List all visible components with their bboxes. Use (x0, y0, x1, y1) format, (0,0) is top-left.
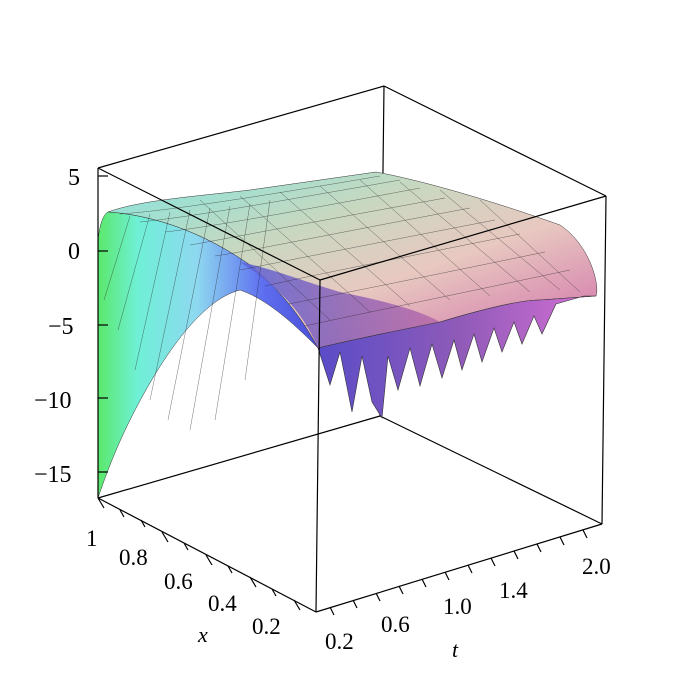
x-axis-ticks (97, 497, 301, 611)
t-tick-label-4: 2.0 (582, 554, 611, 579)
t-tick-label-3: 1.4 (499, 578, 528, 603)
plot-box-front (97, 167, 607, 613)
surface-mesh (103, 175, 581, 431)
t-tick-label-2: 1.0 (443, 594, 472, 619)
z-tick-label-0: 5 (68, 165, 80, 191)
t-axis-ticks (329, 529, 588, 616)
t-axis-label: t (452, 637, 459, 662)
x-tick-label-0: 1 (86, 526, 98, 551)
x-tick-label-2: 0.6 (164, 569, 193, 594)
surface-spiky-edge (317, 295, 597, 419)
x-tick-label-1: 0.8 (119, 545, 148, 570)
x-axis-label: x (197, 622, 208, 647)
z-axis-ticks (98, 175, 108, 473)
z-tick-label-1: 0 (68, 239, 80, 265)
z-tick-label-4: −15 (34, 462, 72, 488)
z-tick-label-3: −10 (34, 388, 72, 414)
x-tick-label-4: 0.2 (252, 614, 281, 639)
z-tick-label-2: −5 (48, 314, 74, 340)
x-tick-label-3: 0.4 (208, 591, 237, 616)
t-tick-label-0: 0.2 (325, 629, 354, 654)
surface-shade (240, 262, 440, 348)
t-tick-label-1: 0.6 (381, 612, 410, 637)
surface (97, 171, 598, 499)
